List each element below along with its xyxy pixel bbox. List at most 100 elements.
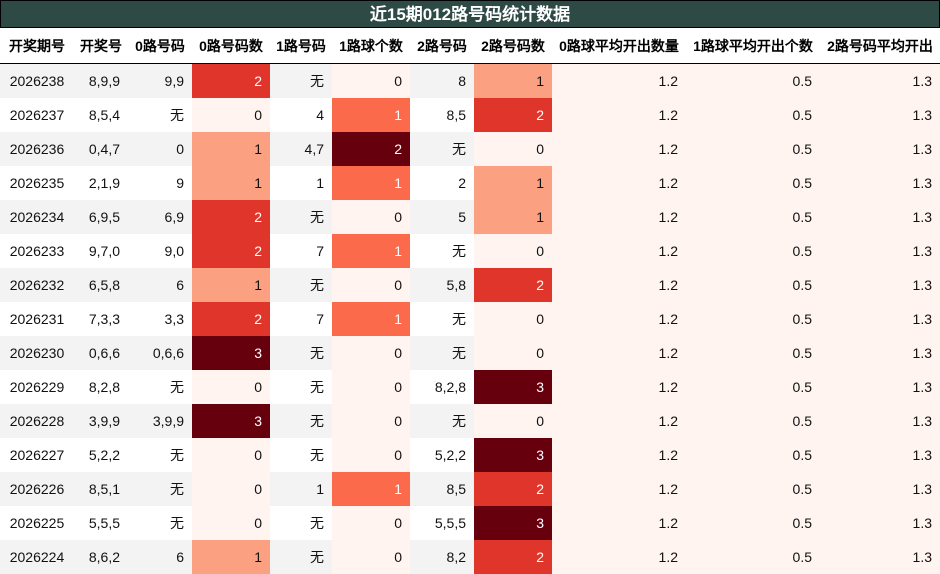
table-cell: 2	[474, 472, 552, 506]
table-cell: 8,2,8	[410, 370, 474, 404]
table-cell: 0	[192, 370, 270, 404]
table-cell: 无	[410, 234, 474, 268]
table-cell: 8,2,8	[74, 370, 128, 404]
table-cell: 0	[332, 506, 410, 540]
table-cell: 无	[410, 404, 474, 438]
table-cell: 0.5	[686, 404, 820, 438]
table-cell: 0.5	[686, 506, 820, 540]
table-cell: 5	[410, 200, 474, 234]
table-cell: 2026230	[0, 336, 74, 370]
table-cell: 0	[332, 404, 410, 438]
table-cell: 7	[270, 234, 332, 268]
table-cell: 7	[270, 302, 332, 336]
table-cell: 0.5	[686, 234, 820, 268]
table-cell: 0.5	[686, 132, 820, 166]
table-cell: 9,9	[128, 64, 192, 99]
table-cell: 5,8	[410, 268, 474, 302]
table-cell: 1.3	[820, 98, 940, 132]
table-cell: 1.3	[820, 166, 940, 200]
table-cell: 8,5	[410, 98, 474, 132]
table-cell: 4,7	[270, 132, 332, 166]
table-cell: 2,1,9	[74, 166, 128, 200]
table-cell: 1.2	[552, 200, 686, 234]
table-cell: 1.2	[552, 98, 686, 132]
table-cell: 6	[128, 268, 192, 302]
table-cell: 1	[270, 166, 332, 200]
table-cell: 2	[410, 166, 474, 200]
table-cell: 无	[270, 200, 332, 234]
table-cell: 0	[474, 302, 552, 336]
table-cell: 2026233	[0, 234, 74, 268]
table-cell: 5,2,2	[410, 438, 474, 472]
table-cell: 无	[410, 336, 474, 370]
table-cell: 6	[128, 540, 192, 574]
table-cell: 0.5	[686, 98, 820, 132]
table-cell: 无	[128, 506, 192, 540]
table-cell: 无	[270, 370, 332, 404]
table-cell: 0	[192, 438, 270, 472]
table-cell: 8,9,9	[74, 64, 128, 99]
table-cell: 9	[128, 166, 192, 200]
table-cell: 0	[332, 200, 410, 234]
table-cell: 2026226	[0, 472, 74, 506]
column-header: 2路号码平均开出	[820, 28, 940, 64]
table-cell: 1.2	[552, 472, 686, 506]
table-cell: 0.5	[686, 200, 820, 234]
table-cell: 无	[128, 370, 192, 404]
table-cell: 5,2,2	[74, 438, 128, 472]
table-cell: 0	[332, 268, 410, 302]
column-header: 开奖期号	[0, 28, 74, 64]
table-cell: 0	[474, 336, 552, 370]
table-cell: 1.3	[820, 370, 940, 404]
table-cell: 2026237	[0, 98, 74, 132]
table-cell: 1	[192, 166, 270, 200]
table-title: 近15期012路号码统计数据	[0, 0, 940, 28]
column-header: 0路号码数	[192, 28, 270, 64]
table-cell: 8	[410, 64, 474, 99]
table-cell: 1.2	[552, 438, 686, 472]
table-cell: 5,5,5	[74, 506, 128, 540]
table-cell: 5,5,5	[410, 506, 474, 540]
table-cell: 1	[332, 166, 410, 200]
table-cell: 0	[474, 234, 552, 268]
table-cell: 6,9	[128, 200, 192, 234]
table-cell: 无	[128, 98, 192, 132]
table-cell: 1	[332, 98, 410, 132]
table-cell: 2026234	[0, 200, 74, 234]
table-cell: 无	[270, 404, 332, 438]
table-cell: 1	[192, 540, 270, 574]
table-cell: 8,5	[410, 472, 474, 506]
table-cell: 1.3	[820, 234, 940, 268]
table-cell: 1.3	[820, 336, 940, 370]
table-cell: 1.3	[820, 200, 940, 234]
table-cell: 9,7,0	[74, 234, 128, 268]
table-cell: 2026232	[0, 268, 74, 302]
table-cell: 0,6,6	[74, 336, 128, 370]
column-header: 开奖号	[74, 28, 128, 64]
table-cell: 0,6,6	[128, 336, 192, 370]
table-cell: 0,4,7	[74, 132, 128, 166]
table-cell: 1.2	[552, 64, 686, 99]
table-cell: 无	[410, 132, 474, 166]
table-cell: 0	[474, 404, 552, 438]
table-cell: 3	[192, 404, 270, 438]
table-cell: 9,0	[128, 234, 192, 268]
table-cell: 1.2	[552, 302, 686, 336]
table-cell: 0.5	[686, 302, 820, 336]
table-cell: 无	[270, 540, 332, 574]
table-cell: 1.2	[552, 268, 686, 302]
table-cell: 1.3	[820, 302, 940, 336]
table-cell: 2	[192, 200, 270, 234]
table-cell: 1.2	[552, 370, 686, 404]
table-cell: 无	[270, 64, 332, 99]
table-cell: 3,3	[128, 302, 192, 336]
table-cell: 0.5	[686, 166, 820, 200]
table-cell: 2026228	[0, 404, 74, 438]
